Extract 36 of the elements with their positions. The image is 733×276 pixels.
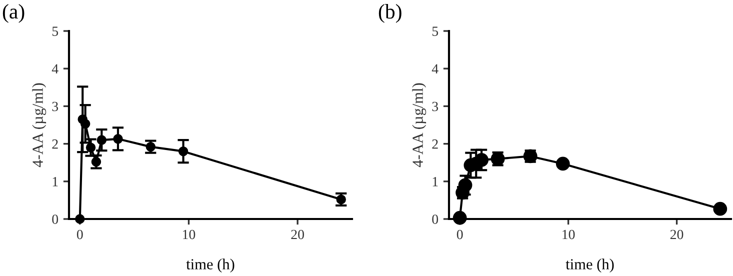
chart-title: (a) bbox=[2, 4, 24, 23]
x-tick-label: 0 bbox=[456, 230, 463, 240]
y-tick-label: 5 bbox=[432, 26, 438, 36]
point bbox=[556, 156, 570, 171]
y-axis-title: 4-AA (µg/ml) bbox=[412, 83, 426, 168]
point bbox=[86, 142, 96, 152]
point bbox=[452, 210, 467, 225]
point bbox=[96, 135, 107, 145]
point bbox=[336, 194, 346, 204]
y-tick-label: 3 bbox=[432, 102, 438, 112]
y-axis-title: 4-AA (µg/ml) bbox=[32, 83, 46, 168]
point bbox=[178, 146, 188, 156]
point bbox=[474, 153, 488, 167]
y-tick-label: 2 bbox=[432, 139, 438, 149]
y-tick-label: 3 bbox=[52, 102, 58, 112]
y-tick-label: 4 bbox=[432, 64, 438, 74]
x-tick-label: 20 bbox=[670, 230, 684, 240]
chart-title: (b) bbox=[378, 4, 402, 23]
point bbox=[80, 119, 90, 129]
y-tick-label: 1 bbox=[52, 177, 58, 186]
y-tick-label: 0 bbox=[432, 214, 438, 224]
x-axis-title: time (h) bbox=[566, 258, 614, 273]
y-tick-label: 5 bbox=[52, 26, 58, 36]
point bbox=[713, 202, 728, 216]
x-tick-label: 20 bbox=[291, 230, 304, 240]
y-tick-label: 2 bbox=[52, 139, 58, 149]
y-tick-label: 1 bbox=[432, 177, 438, 186]
point bbox=[75, 214, 85, 224]
x-tick-label: 10 bbox=[183, 230, 196, 240]
y-tick-label: 0 bbox=[52, 214, 58, 224]
y-tick-label: 4 bbox=[52, 64, 58, 74]
x-tick-label: 10 bbox=[562, 230, 575, 240]
x-tick-label: 0 bbox=[76, 230, 83, 240]
x-axis-title: time (h) bbox=[186, 258, 234, 273]
point bbox=[113, 134, 123, 144]
point bbox=[458, 178, 472, 192]
